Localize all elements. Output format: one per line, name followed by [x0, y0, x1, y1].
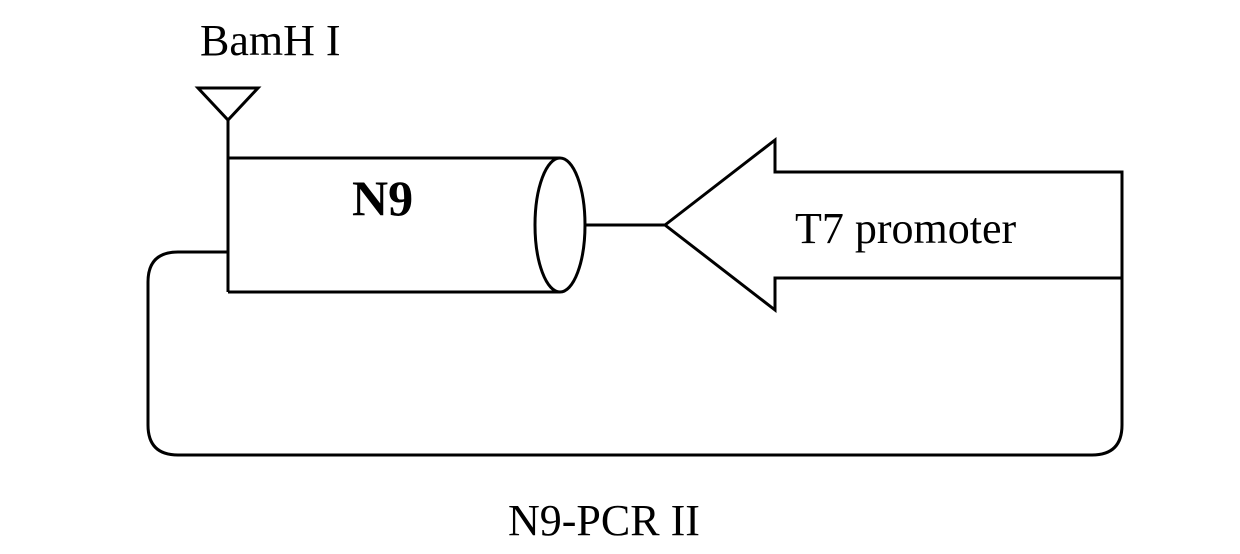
- plasmid-backbone: [148, 252, 1122, 455]
- restriction-site-label: BamH I: [200, 16, 341, 65]
- gene-label: N9: [352, 170, 413, 226]
- construct-name-label: N9-PCR II: [508, 496, 700, 545]
- promoter-label: T7 promoter: [795, 204, 1017, 253]
- plasmid-diagram: BamH I N9 T7 promoter N9-PCR II: [0, 0, 1240, 554]
- cylinder-right-cap: [535, 158, 585, 292]
- restriction-site-funnel: [198, 88, 258, 120]
